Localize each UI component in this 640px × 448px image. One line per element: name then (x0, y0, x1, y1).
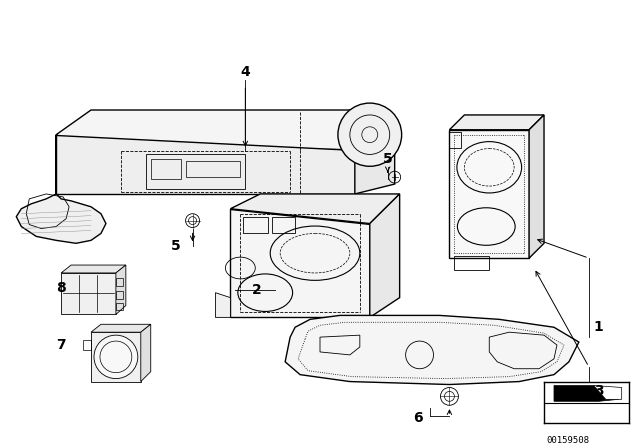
Text: 6: 6 (413, 411, 422, 425)
Text: 7: 7 (56, 338, 66, 352)
Circle shape (338, 103, 402, 166)
Polygon shape (449, 130, 529, 258)
Text: 00159508: 00159508 (546, 436, 589, 445)
Polygon shape (91, 332, 141, 382)
Polygon shape (230, 209, 370, 317)
Text: 1: 1 (594, 320, 604, 334)
Polygon shape (285, 315, 579, 384)
Polygon shape (56, 110, 395, 150)
Polygon shape (449, 115, 544, 130)
Text: 8: 8 (56, 281, 66, 295)
Polygon shape (594, 386, 621, 399)
Polygon shape (370, 194, 399, 317)
Polygon shape (61, 265, 126, 273)
Text: 3: 3 (594, 384, 604, 398)
Circle shape (94, 335, 138, 379)
Polygon shape (141, 324, 151, 382)
Polygon shape (554, 386, 619, 401)
Text: 5: 5 (171, 239, 180, 253)
Polygon shape (61, 273, 116, 314)
Polygon shape (230, 194, 399, 224)
Polygon shape (17, 135, 106, 243)
Polygon shape (216, 293, 230, 317)
Polygon shape (91, 324, 151, 332)
Text: 5: 5 (383, 152, 392, 166)
Text: 2: 2 (252, 283, 261, 297)
Polygon shape (529, 115, 544, 258)
Text: 4: 4 (241, 65, 250, 79)
Polygon shape (355, 130, 395, 194)
Polygon shape (116, 265, 126, 314)
Polygon shape (56, 135, 355, 194)
